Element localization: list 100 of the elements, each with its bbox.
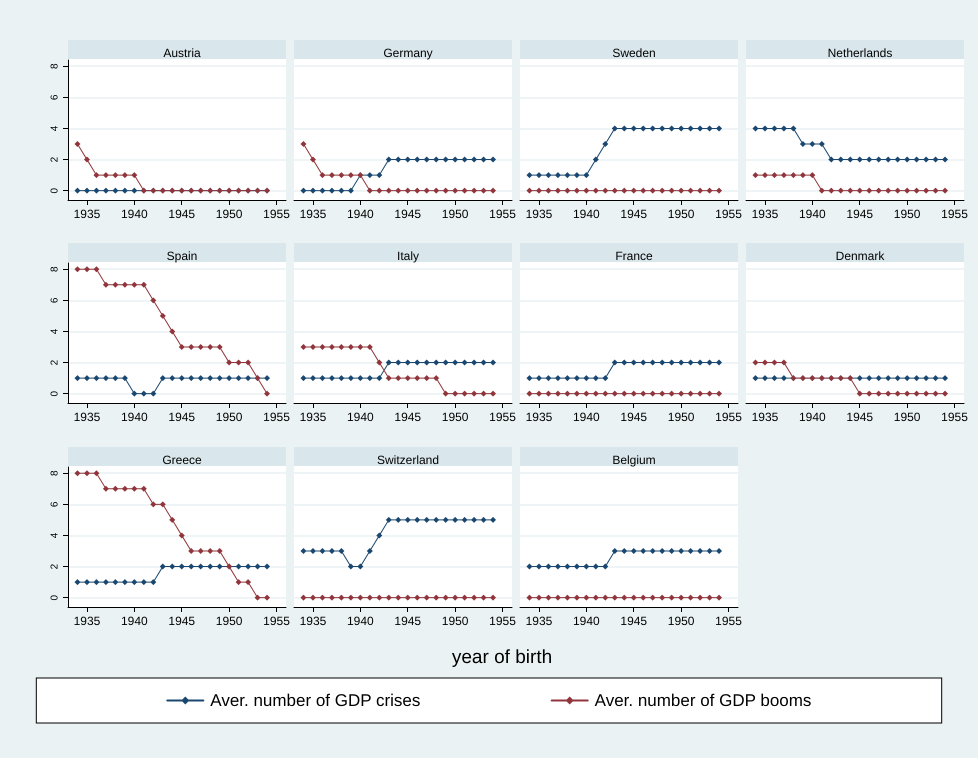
y-tick-label: 2 (50, 359, 60, 366)
point (452, 390, 458, 397)
point (442, 188, 449, 194)
point (74, 141, 80, 147)
x-tick-label: 1955 (715, 614, 742, 628)
point (310, 156, 316, 163)
point (357, 344, 364, 350)
point (254, 594, 261, 601)
x-tick-label: 1935 (74, 614, 101, 628)
point (490, 390, 496, 397)
point (678, 125, 684, 132)
point (716, 188, 722, 194)
point (93, 172, 100, 178)
x-tick-label: 1950 (668, 614, 695, 628)
point (245, 579, 252, 586)
point (216, 344, 223, 350)
point (818, 188, 825, 194)
x-tick-label: 1940 (798, 410, 826, 424)
point (198, 375, 204, 382)
point (102, 188, 109, 194)
point (574, 172, 580, 178)
point (386, 360, 392, 366)
x-tick-label: 1935 (300, 614, 327, 628)
point (462, 516, 468, 523)
point (659, 125, 666, 132)
point (338, 594, 344, 601)
point (300, 594, 306, 601)
point (84, 156, 90, 163)
point (452, 156, 458, 163)
point (122, 188, 128, 194)
point (112, 486, 118, 492)
point (376, 594, 382, 601)
point (93, 579, 100, 586)
x-tick-label: 1945 (620, 614, 648, 628)
point (93, 188, 100, 194)
point (800, 141, 806, 147)
point (592, 188, 599, 194)
point (904, 188, 910, 194)
point (245, 375, 252, 382)
chart-title: Sweden (612, 46, 656, 60)
point (471, 594, 478, 601)
point (366, 344, 373, 350)
point (433, 375, 440, 382)
point (894, 156, 901, 163)
point (404, 516, 411, 523)
point (348, 594, 354, 601)
point (178, 564, 185, 570)
point (300, 141, 306, 147)
point (74, 579, 80, 586)
point (84, 266, 90, 272)
x-tick-label: 1935 (74, 410, 101, 424)
point (300, 375, 306, 382)
x-tick-label: 1950 (894, 207, 921, 221)
point (536, 188, 542, 194)
y-tick-label: 8 (50, 266, 60, 272)
point (178, 375, 185, 382)
point (640, 188, 646, 194)
point (554, 172, 561, 178)
point (640, 125, 646, 132)
point (471, 188, 478, 194)
point (904, 156, 910, 163)
point (348, 188, 354, 194)
point (876, 188, 882, 194)
point (207, 564, 214, 570)
point (404, 594, 411, 601)
point (74, 188, 80, 194)
point (348, 564, 354, 570)
point (300, 548, 306, 554)
point (452, 594, 458, 601)
point (536, 172, 542, 178)
point (630, 188, 637, 194)
point (650, 188, 656, 194)
point (386, 516, 392, 523)
x-tick-label: 1955 (489, 614, 516, 628)
x-tick-label: 1935 (752, 207, 779, 221)
point (226, 360, 232, 366)
point (433, 156, 440, 163)
point (923, 188, 930, 194)
point (376, 360, 382, 366)
point (650, 125, 656, 132)
point (490, 360, 496, 366)
point (678, 188, 684, 194)
point (442, 360, 449, 366)
y-tick-label: 0 (50, 594, 60, 600)
point (140, 390, 147, 397)
point (914, 188, 920, 194)
point (592, 156, 599, 163)
point (386, 156, 392, 163)
point (462, 188, 468, 194)
point (319, 375, 326, 382)
point (866, 156, 872, 163)
point (310, 594, 316, 601)
point (102, 579, 109, 586)
point (188, 548, 194, 554)
point (452, 516, 458, 523)
x-tick-label: 1935 (300, 410, 327, 424)
point (366, 172, 373, 178)
point (885, 156, 892, 163)
point (395, 375, 402, 382)
point (442, 594, 449, 601)
